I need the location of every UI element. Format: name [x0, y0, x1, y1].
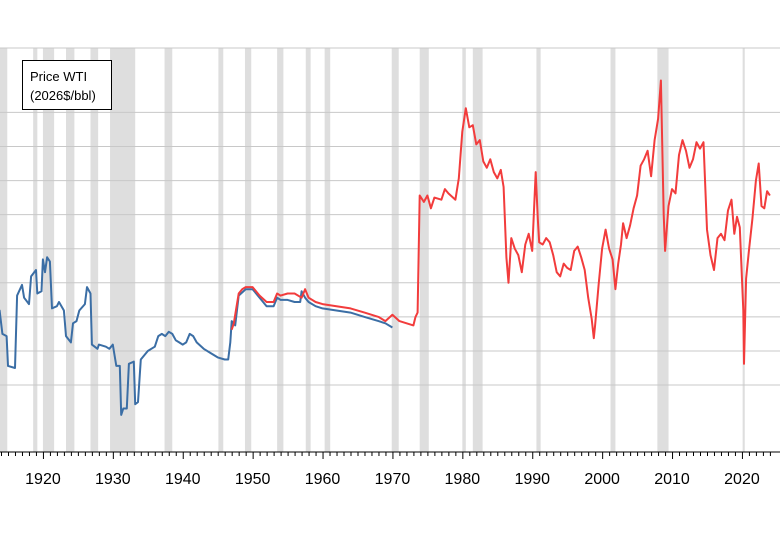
x-tick-label: 1990: [514, 471, 550, 488]
recession-band: [536, 48, 541, 452]
x-tick-label: 1930: [95, 471, 131, 488]
recession-band: [277, 48, 284, 452]
recession-band: [33, 48, 38, 452]
recession-band: [657, 48, 669, 452]
x-tick-label: 1950: [235, 471, 271, 488]
recession-band: [742, 48, 745, 452]
x-tick-label: 1940: [165, 471, 201, 488]
series-lines: [0, 79, 771, 416]
recession-band: [164, 48, 173, 452]
legend-box: Price WTI (2026$/bbl): [22, 60, 112, 110]
recession-band: [90, 48, 99, 452]
x-tick-label: 2010: [654, 471, 690, 488]
recession-band: [472, 48, 483, 452]
x-axis: [0, 451, 780, 459]
series-line-2: [230, 79, 771, 365]
legend-line-1: Price WTI: [30, 69, 88, 84]
x-tick-label: 1920: [25, 471, 61, 488]
gridlines: [0, 47, 780, 386]
x-tick-labels: 1920 1930 1940 1950 1960 1970 1980 1990 2000 2010…: [25, 471, 760, 488]
recession-band: [462, 48, 466, 452]
recession-band: [42, 48, 55, 452]
recession-band: [391, 48, 399, 452]
x-tick-label: 1980: [445, 471, 481, 488]
recession-band: [0, 48, 8, 452]
recession-band: [324, 48, 331, 452]
recession-band: [66, 48, 75, 452]
series-line-1: [0, 256, 393, 416]
legend-line-2: (2026$/bbl): [30, 88, 96, 103]
recession-band: [305, 48, 311, 452]
x-tick-label: 1970: [375, 471, 411, 488]
recession-band: [610, 48, 616, 452]
recession-band: [110, 48, 136, 452]
x-tick-label: 2000: [584, 471, 620, 488]
recession-band: [419, 48, 429, 452]
x-tick-label: 2020: [724, 471, 760, 488]
x-tick-label: 1960: [305, 471, 341, 488]
recession-band: [218, 48, 224, 452]
recession-band: [244, 48, 252, 452]
